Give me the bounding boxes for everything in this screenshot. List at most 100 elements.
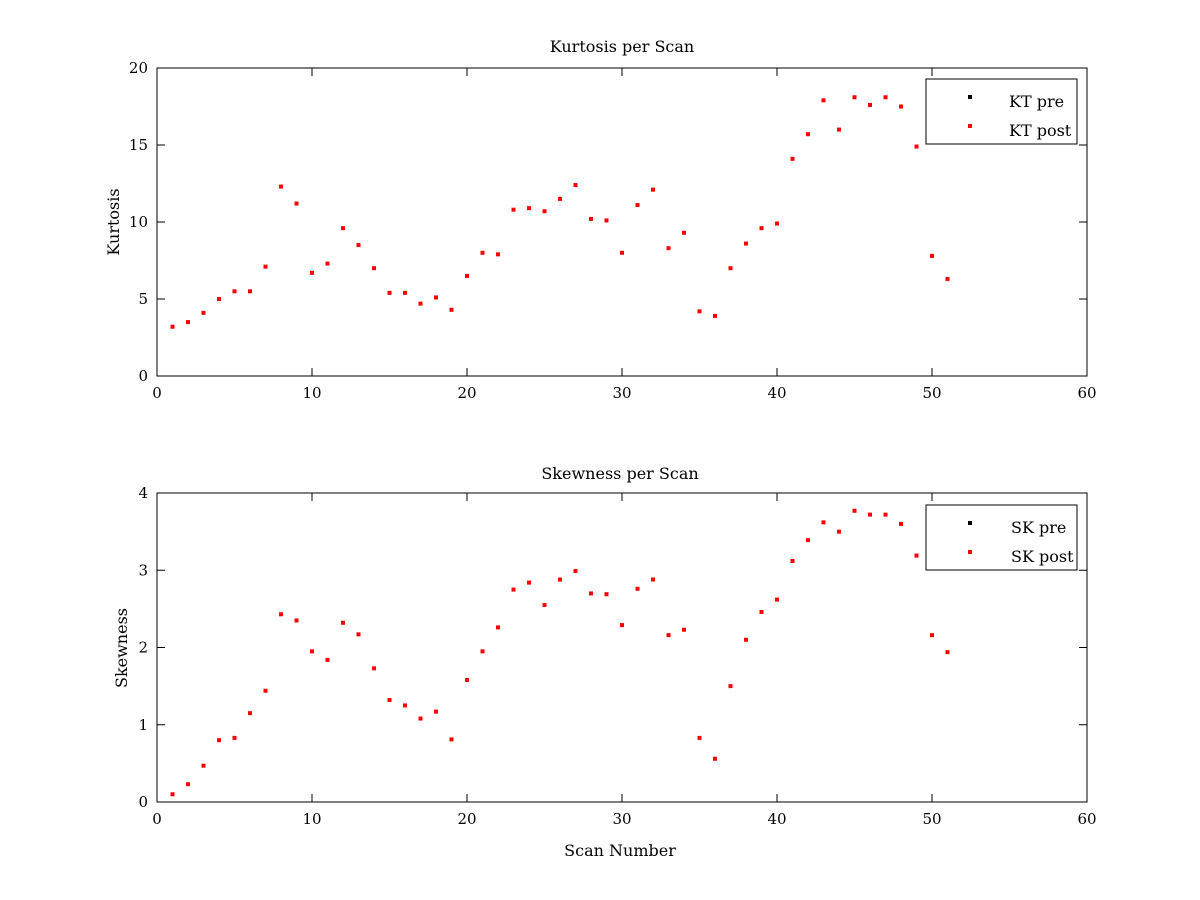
kurtosis-data-point [945,276,950,281]
kurtosis-legend: KT pre KT post [925,78,1078,145]
skewness-data-point [899,521,903,526]
skewness-data-point [728,684,733,689]
kurtosis-data-point [806,132,810,137]
skewness-data-point [341,620,345,625]
kurtosis-data-point [310,270,314,275]
skewness-legend: SK pre SK post [925,504,1078,571]
kurtosis-data-point [356,243,361,248]
kurtosis-data-point [821,98,826,103]
skewness-data-point [713,756,717,761]
kurtosis-data-point [759,226,764,231]
kurtosis-data-point [790,156,795,161]
skewness-data-point [542,603,547,608]
kurtosis-data-point [325,261,330,266]
skewness-data-point [310,649,314,654]
kurtosis-data-point [201,310,206,315]
skewness-data-point [201,763,206,768]
skewness-data-point [573,569,578,574]
skewness-subplot: Skewness per Scan Skewness Scan Number 0… [112,464,1097,860]
skewness-data-point [620,623,624,628]
skewness-data-point [666,633,671,638]
skewness-data-point [325,657,330,662]
kurtosis-points [170,95,950,329]
skewness-data-point [372,666,376,671]
kurtosis-y-tick-label: 5 [138,290,148,308]
skewness-y-axis-label: Skewness [112,608,131,688]
kurtosis-data-point [899,104,903,109]
skewness-legend-label-post: SK post [1011,547,1074,566]
kurtosis-data-point [186,320,190,325]
skewness-data-point [480,649,485,654]
skewness-x-tick-label: 50 [922,810,941,828]
kurtosis-data-point [480,250,485,255]
kurtosis-data-point [217,297,221,301]
kurtosis-data-point [527,206,531,211]
skewness-data-point [263,688,268,693]
kurtosis-x-tick-label: 50 [922,384,941,402]
kurtosis-x-tick-label: 60 [1077,384,1096,402]
skewness-data-point [945,650,950,655]
kurtosis-data-point [868,102,872,107]
skewness-data-point [744,637,748,642]
kurtosis-data-point [697,309,702,314]
skewness-x-tick-label: 60 [1077,810,1096,828]
kurtosis-data-point [573,183,578,188]
skewness-data-point [852,508,857,513]
skewness-data-point [279,612,283,617]
kurtosis-data-point [542,209,547,214]
skewness-y-tick-label: 0 [138,793,148,811]
kurtosis-chart-title: Kurtosis per Scan [550,37,694,56]
kurtosis-data-point [775,221,779,226]
skewness-data-point [682,627,686,632]
kurtosis-data-point [372,266,376,271]
kurtosis-data-point [666,246,671,251]
kurtosis-data-point [914,144,919,149]
kurtosis-data-point [604,218,609,223]
kurtosis-data-point [279,184,283,189]
kurtosis-legend-label-pre: KT pre [1009,92,1064,111]
skewness-data-point [759,609,764,614]
kurtosis-data-point [682,230,686,235]
kurtosis-data-point [589,216,593,221]
kurtosis-legend-box [925,78,1078,145]
kurtosis-x-tick-label: 20 [457,384,476,402]
skewness-x-tick-label: 10 [302,810,321,828]
kurtosis-data-point [728,266,733,271]
kurtosis-y-tick-label: 15 [129,136,148,154]
kurtosis-subplot: Kurtosis per Scan Kurtosis 0 10 20 30 40 50 60… [104,37,1097,402]
skewness-data-point [496,625,500,630]
skewness-data-point [418,716,423,721]
skewness-data-point [294,618,299,623]
skewness-data-point [403,703,407,708]
skewness-data-point [248,711,252,716]
skewness-data-point [170,792,175,797]
skewness-data-point [635,586,640,591]
skewness-y-tick-label: 4 [138,484,148,502]
kurtosis-data-point [558,196,562,201]
kurtosis-data-point [744,241,748,246]
kurtosis-y-tick-label: 10 [129,213,148,231]
kurtosis-data-point [852,95,857,100]
kurtosis-y-tick-label: 20 [129,59,148,77]
kurtosis-data-point [883,95,888,100]
skewness-data-point [186,782,190,787]
kurtosis-x-tick-label: 30 [612,384,631,402]
kurtosis-data-point [418,301,423,306]
kurtosis-legend-label-post: KT post [1009,121,1072,140]
skewness-data-point [806,538,810,543]
kurtosis-data-point [434,295,438,300]
skewness-data-point [558,577,562,582]
kurtosis-ticks: 0 10 20 30 40 50 60 0 5 10 15 20 [129,59,1097,402]
skewness-y-tick-label: 3 [138,561,148,579]
kurtosis-data-point [837,127,841,132]
kurtosis-data-point [403,290,407,295]
kurtosis-data-point [713,313,717,318]
skewness-data-point [589,591,593,596]
kurtosis-data-point [341,226,345,231]
skewness-y-tick-label: 1 [138,716,148,734]
kurtosis-legend-marker-pre [968,95,972,99]
skewness-x-axis-label: Scan Number [564,841,676,860]
skewness-y-tick-label: 2 [138,639,148,657]
skewness-ticks: 0 10 20 30 40 50 60 0 1 2 3 4 [138,484,1096,828]
